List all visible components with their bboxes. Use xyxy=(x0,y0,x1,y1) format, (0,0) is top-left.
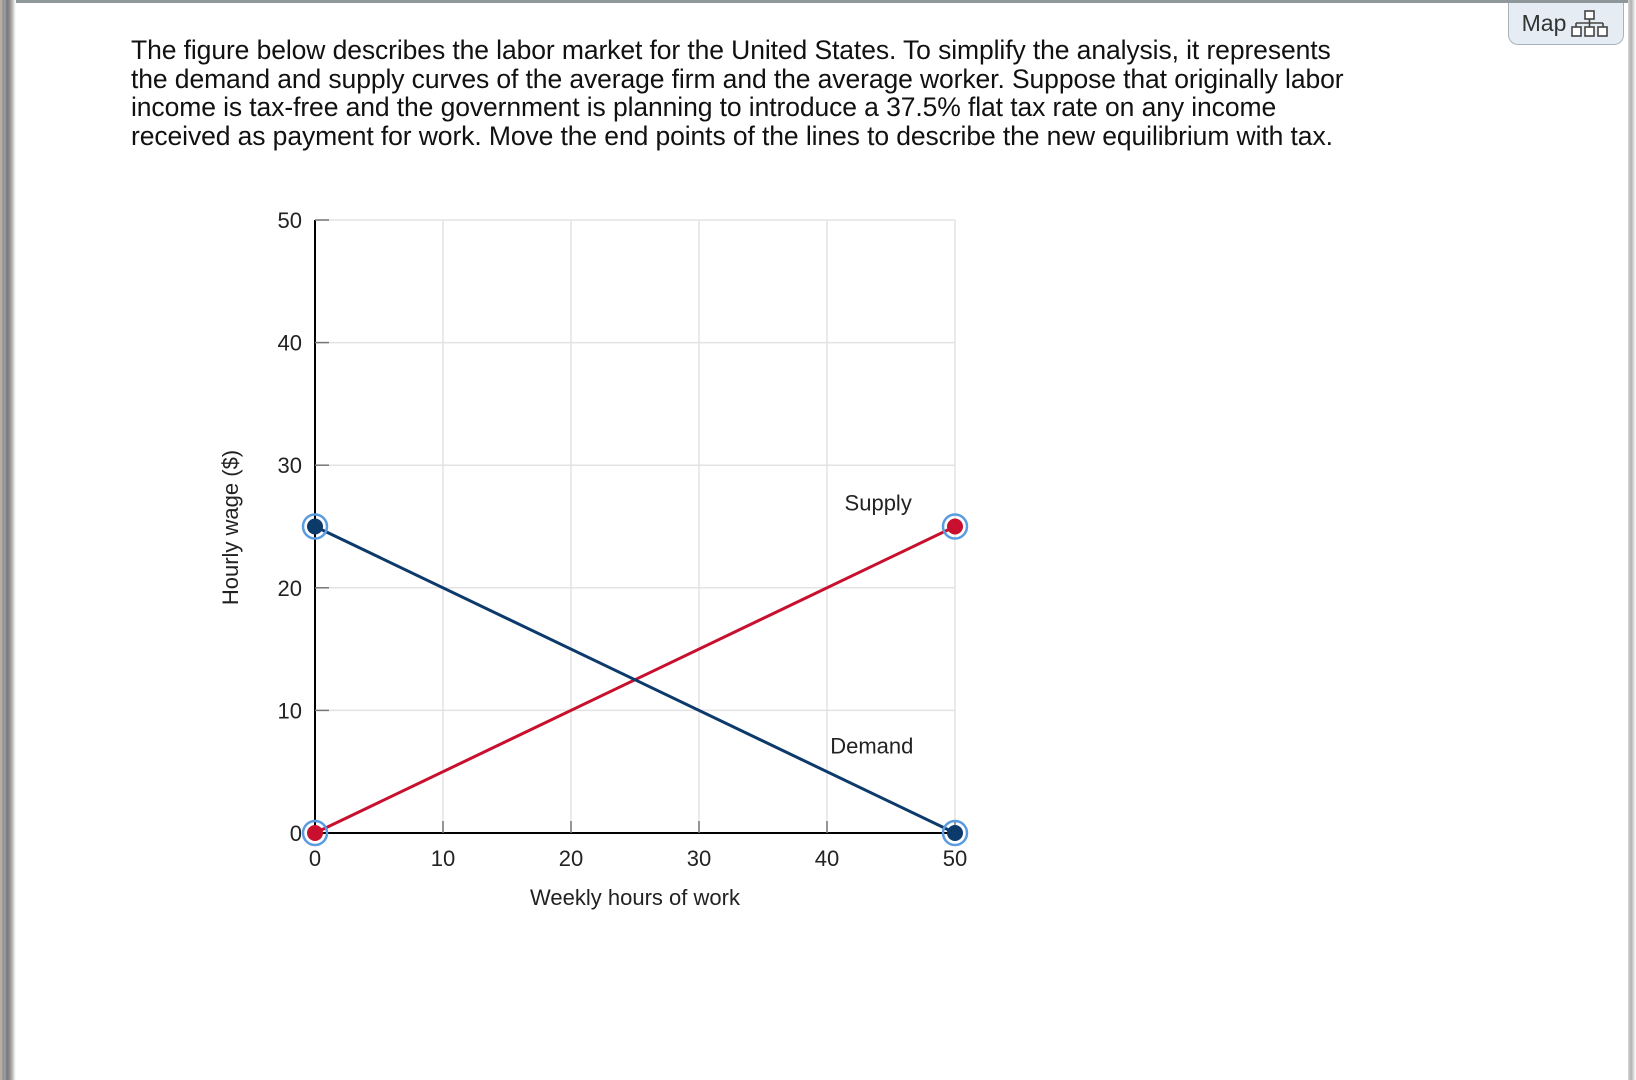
question-line: income is tax-free and the government is… xyxy=(131,92,1277,122)
y-axis-title: Hourly wage ($) xyxy=(218,450,243,605)
supply-label: Supply xyxy=(845,491,912,516)
window-left-border xyxy=(0,0,16,1080)
demand-label: Demand xyxy=(830,733,913,758)
y-tick-label: 20 xyxy=(278,576,302,601)
demand-endpoint-handle[interactable] xyxy=(301,513,329,540)
handle-dot xyxy=(307,518,323,535)
question-line: the demand and supply curves of the aver… xyxy=(131,63,1344,94)
handle-ring xyxy=(941,513,969,540)
handle-dot xyxy=(947,518,963,535)
y-tick-label: 10 xyxy=(278,698,302,723)
x-tick-label: 30 xyxy=(687,846,711,871)
question-line: received as payment for work. Move the e… xyxy=(131,120,1333,151)
demand-endpoint-handle[interactable] xyxy=(941,819,969,847)
x-tick-label: 20 xyxy=(559,846,583,871)
map-button-label: Map xyxy=(1521,10,1567,36)
sitemap-icon xyxy=(1571,9,1609,37)
x-tick-label: 0 xyxy=(309,846,321,871)
supply-endpoint-handle[interactable] xyxy=(941,513,969,540)
y-tick-label: 0 xyxy=(290,821,302,846)
handle-ring xyxy=(301,819,329,847)
curve-labels: Supply Demand xyxy=(830,491,913,759)
window-top-border xyxy=(16,0,1636,3)
tick-labels: 0 10 20 30 40 50 0 10 20 30 40 50 xyxy=(278,208,968,871)
demand-curve xyxy=(313,525,957,835)
x-tick-label: 40 xyxy=(815,846,839,871)
y-tick-label: 50 xyxy=(278,208,302,233)
map-button[interactable]: Map xyxy=(1508,3,1624,45)
endpoint-handles xyxy=(301,513,969,847)
window-right-border xyxy=(1628,0,1636,1080)
y-tick-label: 40 xyxy=(278,331,302,356)
curves xyxy=(313,525,957,835)
x-axis-title: Weekly hours of work xyxy=(530,885,741,910)
handle-ring xyxy=(301,513,329,540)
handle-dot xyxy=(307,825,323,841)
grid-lines xyxy=(315,219,956,833)
question-line: The figure below describes the labor mar… xyxy=(131,35,1331,65)
x-tick-label: 10 xyxy=(431,846,455,871)
handle-ring xyxy=(941,819,969,847)
y-tick-label: 30 xyxy=(278,453,302,478)
question-text: The figure below describes the labor mar… xyxy=(131,36,1531,150)
handle-dot xyxy=(947,825,963,841)
supply-endpoint-handle[interactable] xyxy=(301,819,329,847)
x-tick-label: 50 xyxy=(943,846,967,871)
